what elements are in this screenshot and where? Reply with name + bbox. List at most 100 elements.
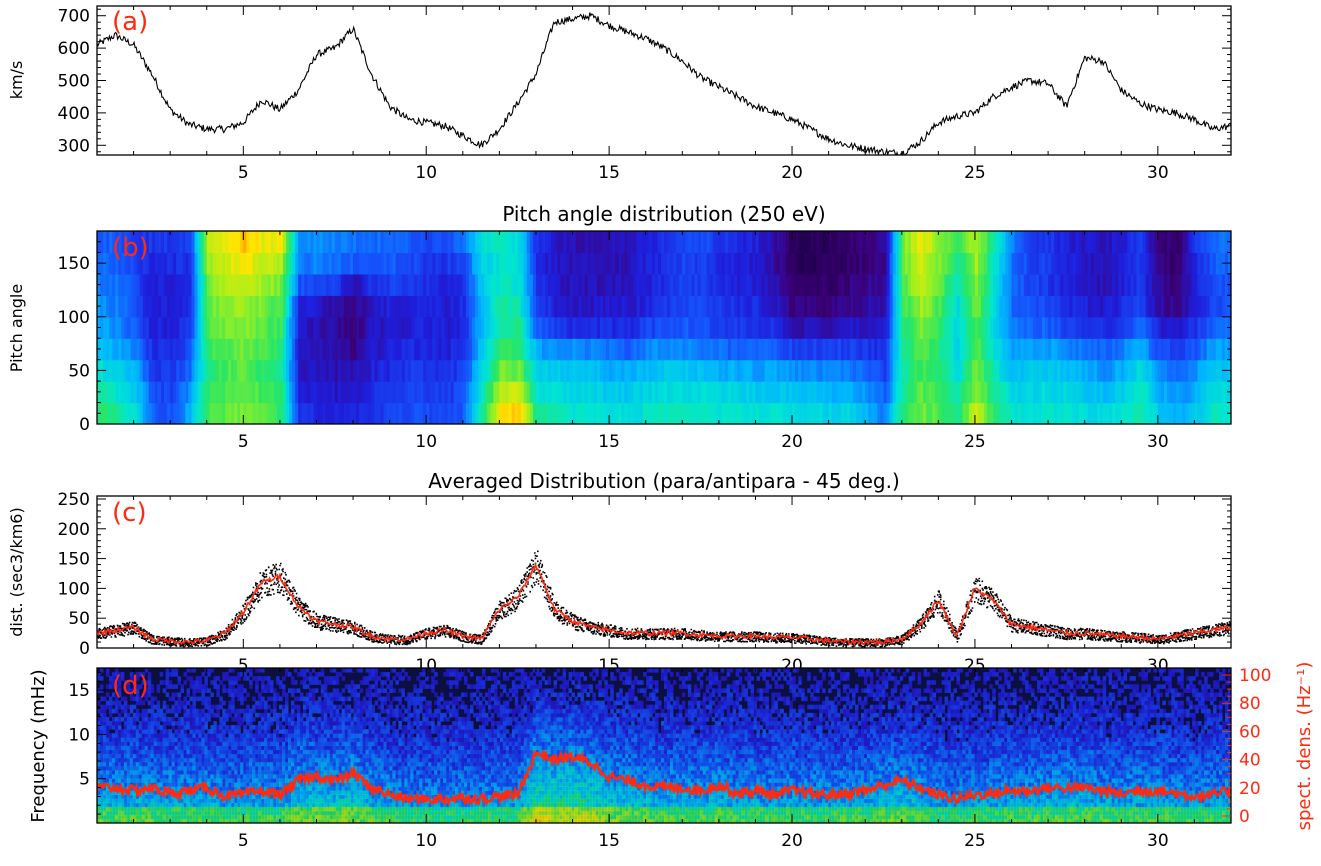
spectrogram-cell xyxy=(159,725,164,730)
heatmap-cell xyxy=(103,231,107,254)
heatmap-cell xyxy=(444,402,449,424)
heatmap-cell xyxy=(1176,273,1180,296)
heatmap-cell xyxy=(109,252,113,275)
heatmap-cell xyxy=(301,359,305,382)
heatmap-cell xyxy=(1130,381,1135,404)
spectrogram-cell xyxy=(117,688,122,693)
spectrogram-cell xyxy=(126,798,131,804)
heatmap-cell xyxy=(645,359,650,382)
spectrogram-cell xyxy=(165,806,170,812)
spectrogram-cell xyxy=(192,741,196,746)
spectrogram-cell xyxy=(126,729,131,734)
heatmap-cell xyxy=(215,295,220,318)
heatmap-cell xyxy=(813,252,818,275)
heatmap-cell xyxy=(292,338,296,361)
heatmap-cell xyxy=(142,402,147,424)
heatmap-cell xyxy=(243,231,247,254)
heatmap-cell xyxy=(737,231,741,254)
heatmap-cell xyxy=(1054,252,1058,275)
heatmap-cell xyxy=(904,316,909,339)
heatmap-cell xyxy=(136,402,141,424)
heatmap-cell xyxy=(673,402,677,424)
heatmap-cell xyxy=(429,381,433,404)
heatmap-cell xyxy=(231,381,235,404)
heatmap-cell xyxy=(1032,359,1037,382)
heatmap-cell xyxy=(856,252,860,275)
heatmap-cell xyxy=(971,359,976,382)
heatmap-cell xyxy=(971,338,976,361)
heatmap-cell xyxy=(432,381,436,404)
heatmap-cell xyxy=(740,295,744,318)
spectrogram-cell xyxy=(201,757,205,763)
heatmap-cell xyxy=(764,381,769,404)
spectrogram-cell xyxy=(180,684,185,689)
spectrogram-cell xyxy=(138,794,143,800)
heatmap-cell xyxy=(438,295,443,318)
heatmap-cell xyxy=(1035,338,1040,361)
heatmap-cell xyxy=(243,359,247,382)
heatmap-cell xyxy=(1066,316,1071,339)
heatmap-cell xyxy=(901,402,906,424)
heatmap-cell xyxy=(353,359,357,382)
heatmap-cell xyxy=(944,316,949,339)
heatmap-cell xyxy=(1008,252,1013,275)
heatmap-cell xyxy=(1084,316,1089,339)
heatmap-cell xyxy=(859,402,863,424)
heatmap-cell xyxy=(685,231,689,254)
spectrogram-cell xyxy=(192,798,196,804)
heatmap-cell xyxy=(1124,273,1128,296)
heatmap-cell xyxy=(590,402,595,424)
heatmap-cell xyxy=(1200,338,1205,361)
spectrogram-cell xyxy=(201,741,205,746)
heatmap-cell xyxy=(203,295,208,318)
heatmap-cell xyxy=(731,273,735,296)
heatmap-cell xyxy=(1042,359,1046,382)
heatmap-cell xyxy=(212,402,217,424)
heatmap-cell xyxy=(804,252,808,275)
heatmap-cell xyxy=(782,338,787,361)
heatmap-cell xyxy=(810,273,814,296)
heatmap-cell xyxy=(819,338,824,361)
spectrogram-cell xyxy=(174,761,179,767)
spectrogram-cell xyxy=(183,814,188,820)
heatmap-cell xyxy=(313,252,318,275)
heatmap-cell xyxy=(465,316,470,339)
heatmap-cell xyxy=(545,402,549,424)
spectrogram-cell xyxy=(147,757,152,763)
spectrogram-cell xyxy=(97,708,101,714)
spectrogram-cell xyxy=(108,733,113,738)
heatmap-cell xyxy=(276,295,281,318)
heatmap-cell xyxy=(200,381,205,404)
heatmap-cell xyxy=(325,273,330,296)
spectrogram-cell xyxy=(195,818,199,823)
heatmap-cell xyxy=(115,359,119,382)
heatmap-cell xyxy=(584,381,589,404)
heatmap-cell xyxy=(225,231,229,254)
spectrogram-cell xyxy=(156,794,161,800)
spectrogram-cell xyxy=(147,716,152,722)
spectrogram-cell xyxy=(204,745,208,751)
heatmap-cell xyxy=(1032,381,1037,404)
heatmap-cell xyxy=(673,231,677,254)
heatmap-cell xyxy=(450,231,455,254)
heatmap-cell xyxy=(1221,402,1226,424)
spectrogram-cell xyxy=(195,757,199,763)
heatmap-cell xyxy=(377,252,382,275)
spectrogram-cell xyxy=(177,741,182,746)
heatmap-cell xyxy=(706,402,711,424)
spectrogram-cell xyxy=(99,696,104,702)
heatmap-cell xyxy=(740,402,744,424)
heatmap-cell xyxy=(514,316,519,339)
heatmap-cell xyxy=(651,316,656,339)
heatmap-cell xyxy=(539,231,543,254)
heatmap-cell xyxy=(523,381,528,404)
heatmap-cell xyxy=(737,316,741,339)
heatmap-cell xyxy=(557,381,561,404)
heatmap-cell xyxy=(148,231,153,254)
spectrogram-cell xyxy=(150,716,155,722)
heatmap-cell xyxy=(1112,381,1116,404)
heatmap-cell xyxy=(688,338,693,361)
heatmap-cell xyxy=(258,295,263,318)
heatmap-cell xyxy=(1176,402,1180,424)
heatmap-cell xyxy=(624,381,629,404)
